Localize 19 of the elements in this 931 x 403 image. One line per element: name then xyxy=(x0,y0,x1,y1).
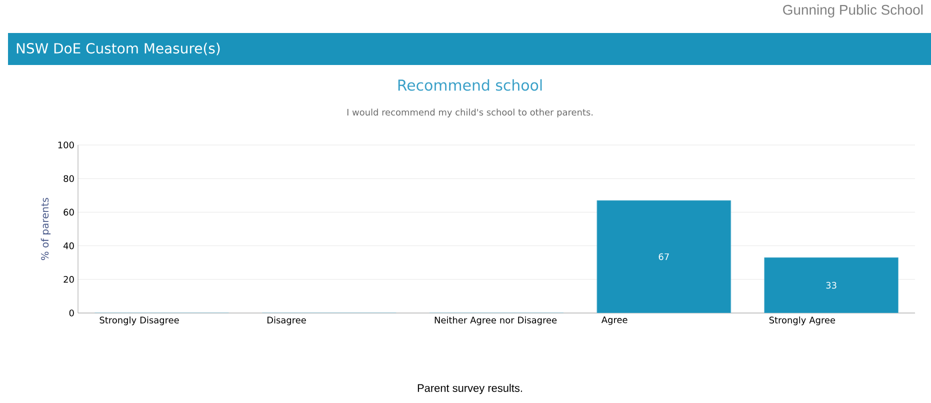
x-tick-label: Strongly Agree xyxy=(769,316,836,326)
x-tick-label: Agree xyxy=(601,316,628,325)
y-tick-label: 80 xyxy=(64,175,74,182)
y-axis-title: % of parents xyxy=(40,198,51,260)
y-tick-label: 40 xyxy=(64,242,74,250)
y-tick-label: 20 xyxy=(64,276,74,283)
y-tick-label: 0 xyxy=(69,310,74,316)
data-label: 33 xyxy=(826,282,836,289)
x-tick-label: Disagree xyxy=(267,316,306,326)
y-tick-label: 100 xyxy=(58,142,74,148)
data-label: 67 xyxy=(658,253,669,260)
chart-subtitle: I would recommend my child's school to other parents. xyxy=(347,108,593,118)
chart-title: Recommend school xyxy=(398,79,542,91)
y-tick-label: 60 xyxy=(64,208,74,216)
text: NSW DoE Custom Measure(s) xyxy=(16,42,220,56)
text: Parent survey results. xyxy=(418,384,522,394)
x-tick-label: Strongly Disagree xyxy=(100,316,179,326)
x-tick-label: Neither Agree nor Disagree xyxy=(434,316,557,326)
text: Gunning Public School xyxy=(783,4,923,18)
